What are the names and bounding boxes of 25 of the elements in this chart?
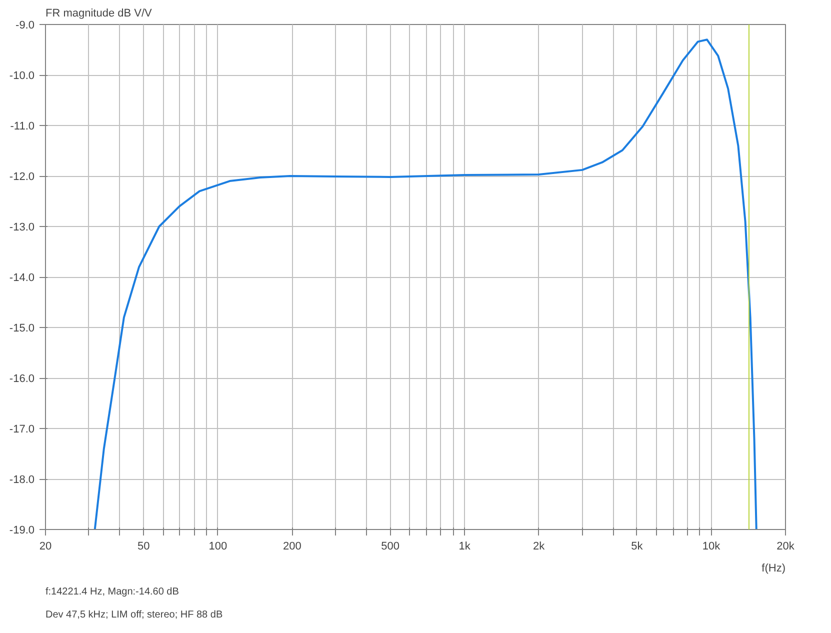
x-tick-label: 100 xyxy=(208,540,228,552)
y-tick-label: -16.0 xyxy=(9,373,35,385)
y-tick-label: -12.0 xyxy=(9,171,35,183)
y-tick-label: -18.0 xyxy=(9,474,35,486)
text: Dev 47,5 kHz; LIM off; stereo; HF 88 dB xyxy=(46,610,223,620)
y-tick-label: -17.0 xyxy=(9,424,35,436)
x-tick-label: 500 xyxy=(381,540,400,552)
y-axis-title: FR magnitude dB V/V xyxy=(46,8,153,20)
y-tick-label: -9.0 xyxy=(16,20,35,32)
x-tick-label: 20 xyxy=(39,540,52,552)
x-tick-label: 1k xyxy=(458,540,471,552)
y-tick-label: -13.0 xyxy=(9,222,35,234)
x-axis-title: f(Hz) xyxy=(762,562,786,574)
y-tick-label: -14.0 xyxy=(9,272,35,284)
y-tick-label: -19.0 xyxy=(9,524,35,536)
y-tick-label: -11.0 xyxy=(10,120,35,132)
x-tick-label: 2k xyxy=(533,540,546,552)
x-tick-label: 20k xyxy=(776,540,795,552)
x-tick-label: 200 xyxy=(282,540,302,552)
x-tick-label: 10k xyxy=(702,540,721,552)
x-tick-label: 5k xyxy=(631,540,644,552)
text: f:14221.4 Hz, Magn:-14.60 dB xyxy=(46,586,180,598)
x-tick-label: 50 xyxy=(138,540,150,552)
y-tick-label: -10.0 xyxy=(9,70,35,82)
y-tick-label: -15.0 xyxy=(9,322,35,334)
